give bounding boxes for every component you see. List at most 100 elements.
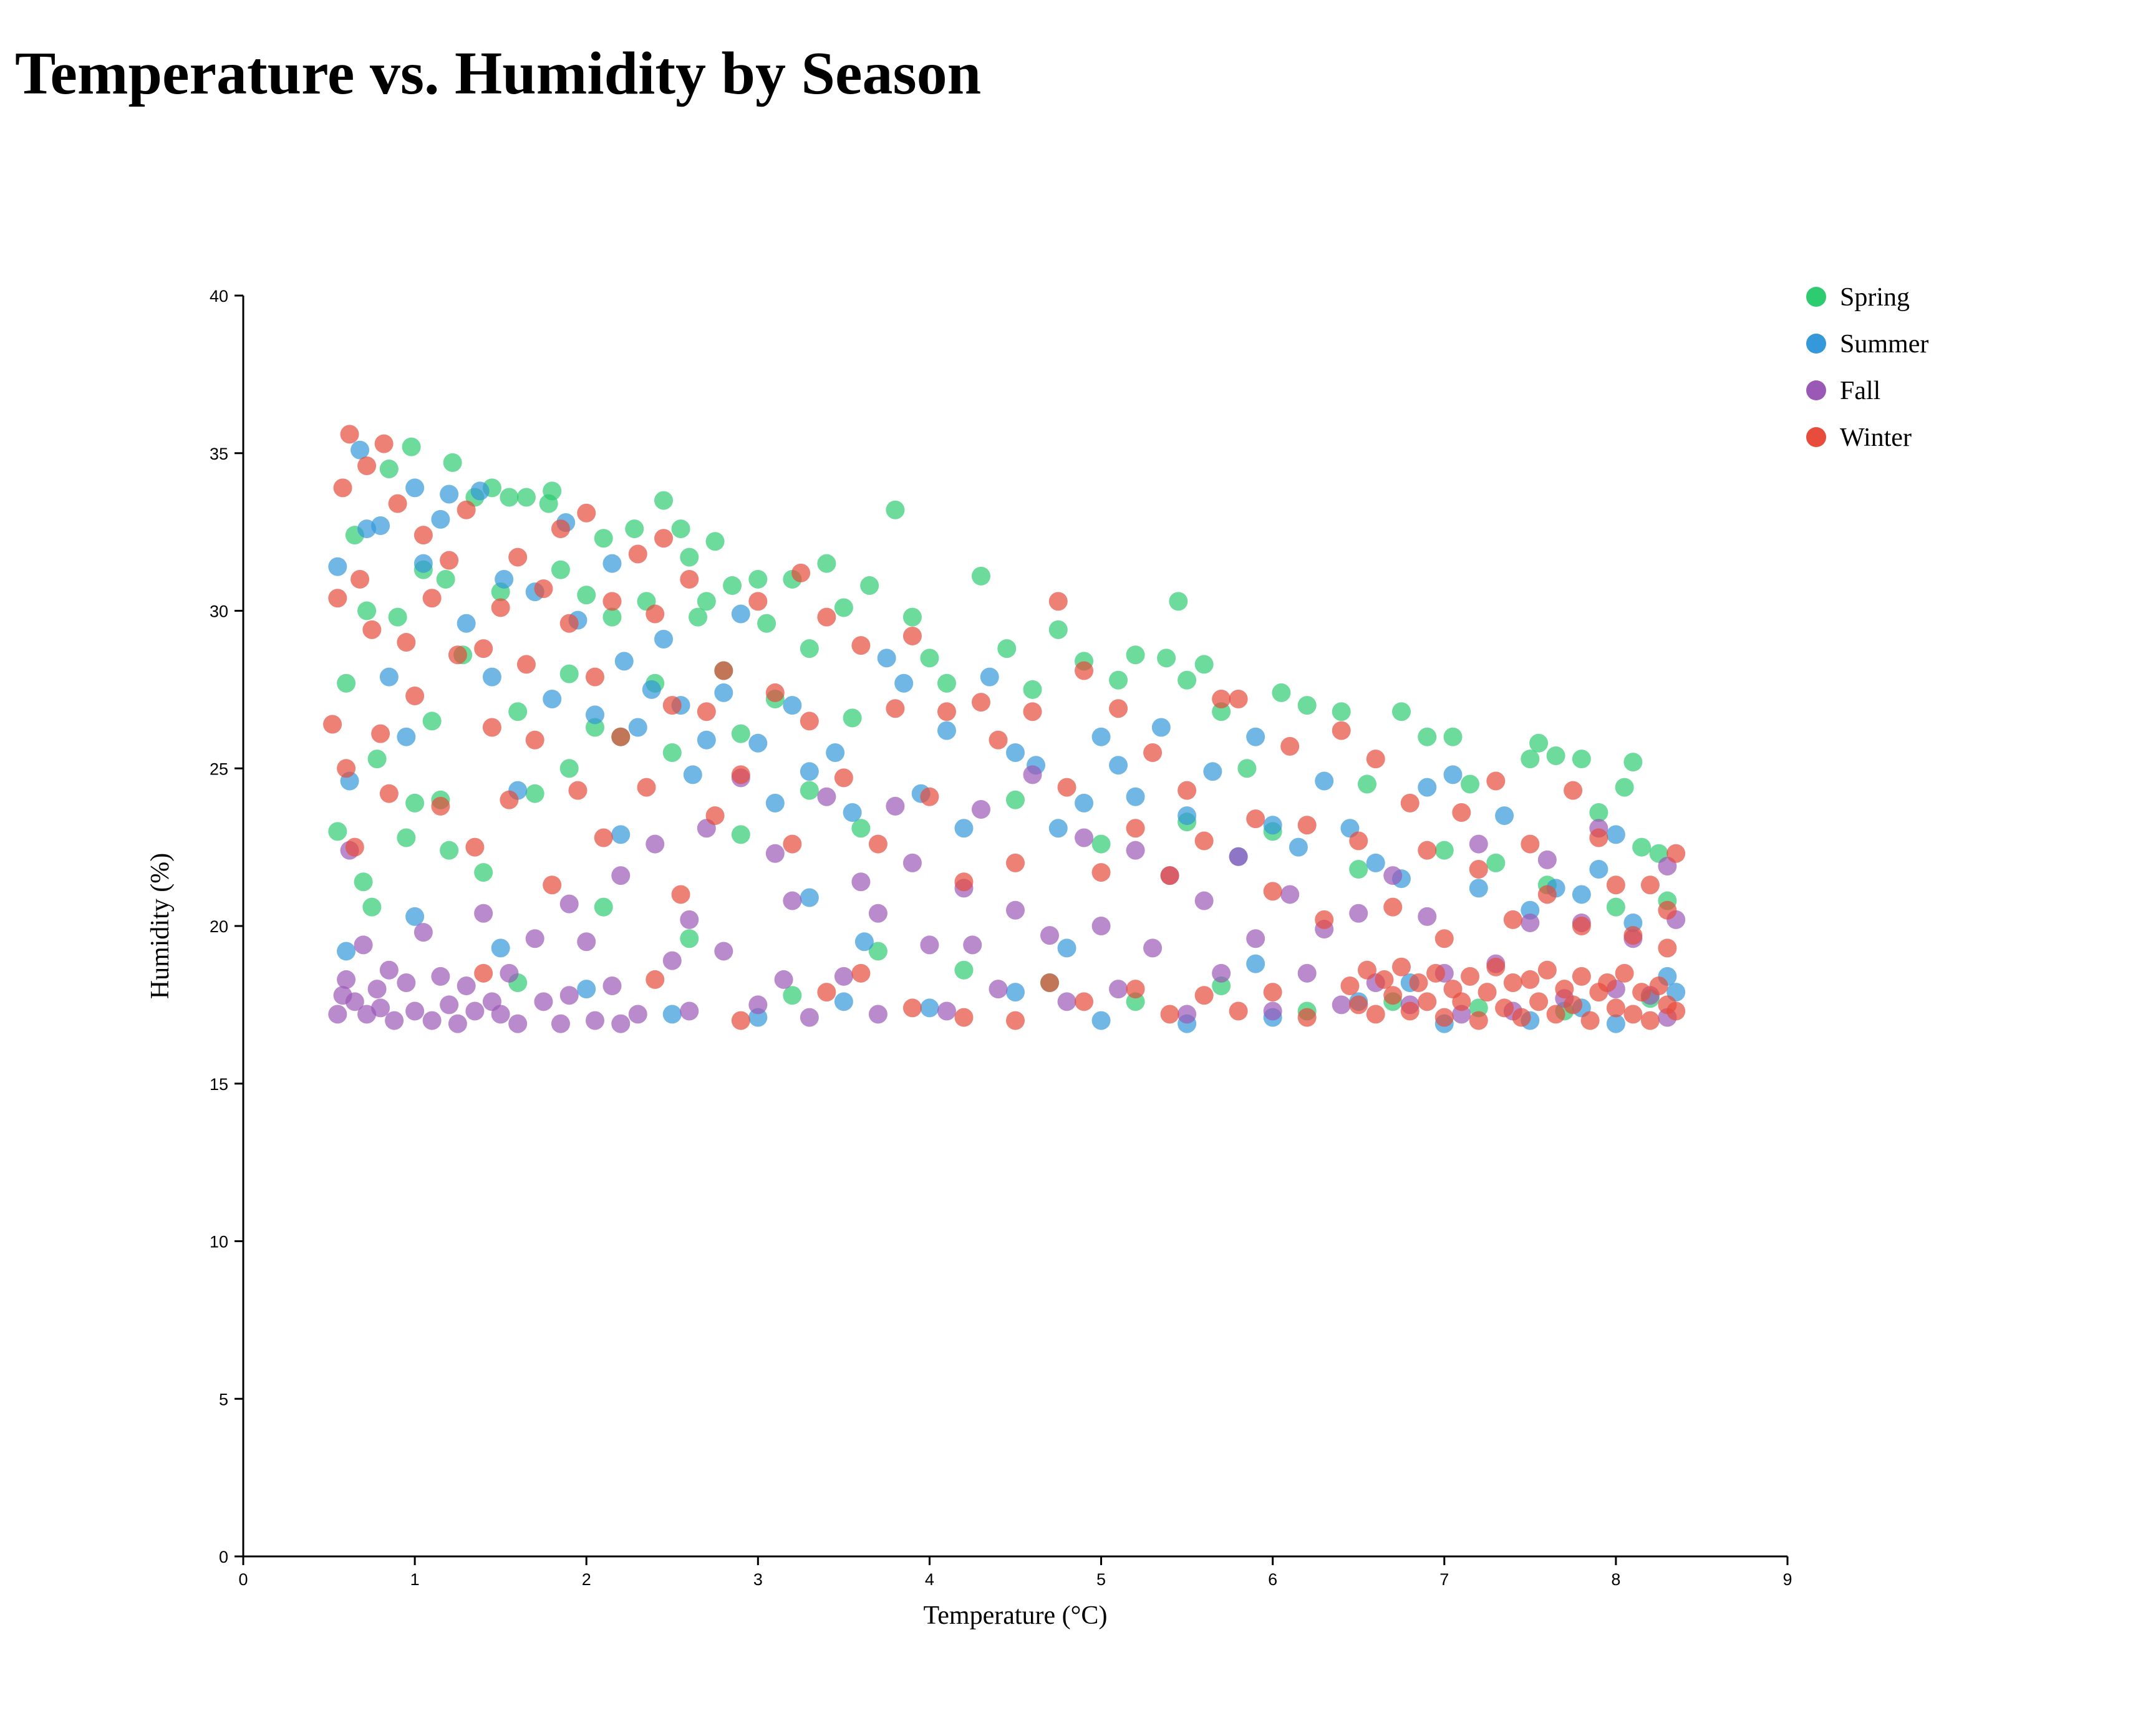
data-point-spring [902, 607, 922, 627]
y-tick-label: 0 [219, 1548, 228, 1566]
data-point-winter [748, 592, 768, 611]
data-point-spring [357, 601, 377, 620]
data-point-winter [1229, 690, 1248, 709]
data-point-winter [1495, 998, 1514, 1018]
data-point-summer [405, 907, 425, 926]
data-point-spring [1349, 860, 1368, 879]
data-point-fall [765, 844, 785, 863]
legend-label: Spring [1840, 283, 1910, 312]
data-point-winter [1434, 929, 1454, 948]
data-point-winter [500, 790, 519, 809]
data-point-summer [1075, 793, 1094, 813]
data-point-spring [328, 822, 347, 841]
data-point-fall [422, 1011, 442, 1030]
data-point-spring [1529, 733, 1549, 753]
data-point-fall [602, 977, 622, 996]
data-point-summer [854, 932, 874, 952]
legend-swatch [1806, 427, 1826, 447]
data-point-spring [1546, 746, 1565, 766]
data-point-winter [611, 727, 631, 746]
data-point-spring [1169, 592, 1188, 611]
data-point-winter [646, 604, 665, 624]
data-point-fall [1109, 980, 1128, 999]
data-point-spring [516, 488, 536, 507]
data-point-summer [602, 554, 622, 573]
data-point-fall [1246, 929, 1265, 948]
data-point-fall [1023, 765, 1042, 784]
legend-item-summer: Summer [1806, 330, 1928, 359]
data-point-fall [1469, 834, 1488, 854]
data-point-summer [980, 667, 999, 687]
data-point-winter [731, 1011, 750, 1030]
data-point-winter [637, 778, 656, 797]
data-point-winter [1658, 938, 1677, 958]
data-point-winter [1666, 844, 1686, 863]
data-point-summer [1091, 1011, 1111, 1030]
data-point-spring [971, 566, 990, 586]
data-point-fall [971, 799, 990, 819]
data-point-fall [397, 973, 416, 992]
data-point-winter [1178, 781, 1197, 800]
data-point-summer [1469, 879, 1488, 898]
data-point-winter [397, 633, 416, 652]
data-point-winter [1229, 1001, 1248, 1021]
data-point-winter [1572, 917, 1591, 935]
data-point-fall [385, 1011, 404, 1030]
x-axis-title: Temperature (°C) [924, 1601, 1108, 1630]
data-point-summer [894, 673, 914, 693]
data-point-winter [851, 963, 871, 983]
data-point-winter [1194, 831, 1214, 851]
data-point-fall [902, 853, 922, 872]
data-point-summer [611, 825, 631, 844]
data-point-summer [783, 696, 802, 715]
data-point-winter [1521, 834, 1540, 854]
data-point-winter [1040, 973, 1060, 992]
data-point-summer [1048, 819, 1068, 838]
data-point-winter [1606, 875, 1625, 895]
y-axis-ticks: 0 5 10 15 20 25 30 35 40 [210, 287, 243, 1566]
data-point-summer [1315, 771, 1334, 791]
data-point-summer [405, 478, 425, 498]
data-point-winter [1057, 778, 1076, 797]
data-point-fall [1537, 850, 1557, 869]
data-point-summer [440, 485, 459, 504]
data-point-winter [886, 699, 905, 718]
data-point-fall [714, 942, 733, 961]
data-point-spring [705, 532, 725, 551]
data-point-summer [1109, 756, 1128, 775]
page-title: Temperature vs. Humidity by Season [15, 40, 982, 107]
data-point-winter [602, 592, 622, 611]
data-point-winter [1357, 960, 1376, 980]
data-point-spring [602, 607, 622, 627]
legend-swatch [1806, 334, 1826, 354]
data-point-fall [345, 992, 364, 1011]
data-point-winter [1143, 743, 1163, 762]
data-point-spring [625, 519, 644, 539]
data-point-spring [1392, 702, 1411, 721]
y-tick-label: 20 [210, 917, 228, 936]
x-tick-label: 6 [1268, 1570, 1277, 1589]
data-point-winter [1246, 809, 1265, 829]
x-tick-label: 8 [1611, 1570, 1620, 1589]
data-point-winter [1400, 1001, 1420, 1021]
data-point-fall [662, 951, 682, 970]
data-point-spring [868, 942, 888, 961]
data-point-fall [611, 866, 631, 885]
data-point-spring [474, 863, 493, 882]
data-point-fall [937, 1001, 956, 1021]
data-point-fall [1297, 963, 1317, 983]
data-point-spring [594, 529, 613, 548]
data-point-summer [577, 980, 596, 999]
data-point-winter [671, 885, 690, 904]
data-point-winter [1469, 1011, 1488, 1030]
data-point-fall [367, 980, 387, 999]
data-point-winter [1658, 995, 1677, 1015]
data-point-fall [1349, 904, 1368, 923]
data-point-summer [1006, 983, 1025, 1002]
data-point-fall [1212, 963, 1231, 983]
data-point-winter [374, 434, 394, 453]
data-point-spring [379, 460, 399, 479]
data-point-winter [714, 661, 733, 680]
data-point-winter [1126, 980, 1145, 999]
